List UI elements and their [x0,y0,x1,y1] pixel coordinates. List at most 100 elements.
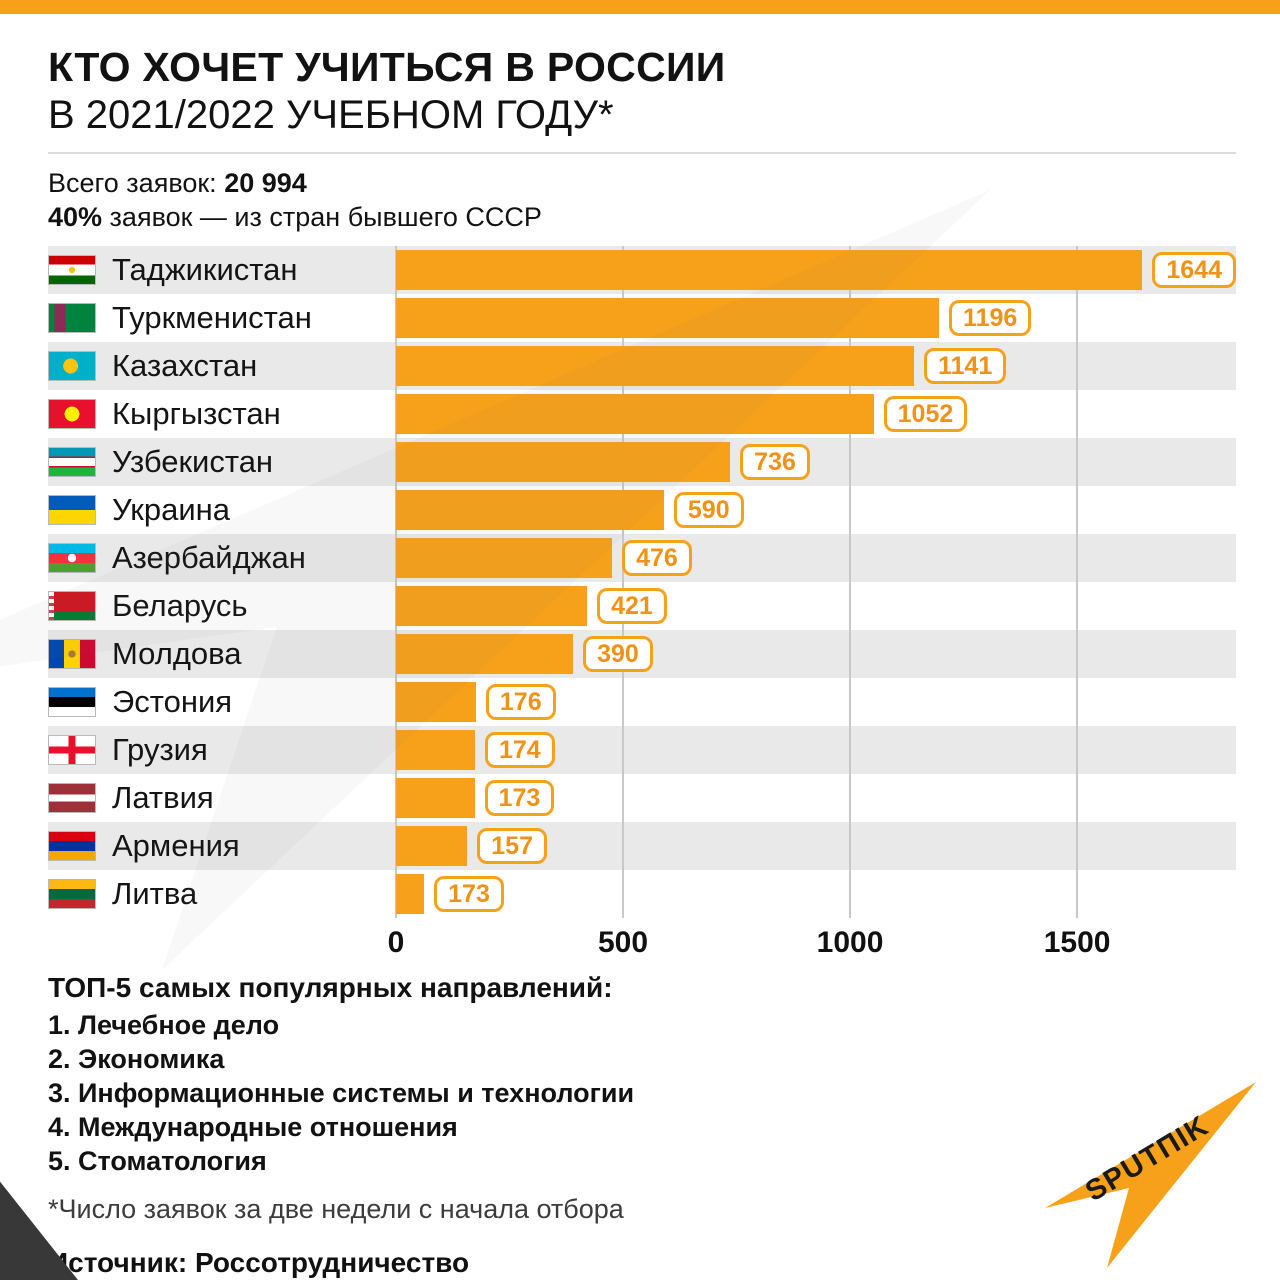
bar-zone: 173 [396,870,1236,918]
value-badge: 736 [740,444,810,480]
flag-am-icon [48,831,96,861]
divider [48,152,1236,154]
country-label: Армения [112,828,240,863]
axis-tick-label: 1000 [816,926,884,959]
country-label: Казахстан [112,348,258,383]
table-row: Туркменистан 1196 [48,294,1236,342]
bar-zone: 736 [396,438,1236,486]
top5-title: ТОП-5 самых популярных направлений: [48,972,613,1003]
bar [396,394,874,434]
flag-ua-icon [48,495,96,525]
flag-lt-icon [48,879,96,909]
table-row: Молдова 390 [48,630,1236,678]
top5-list: 1. Лечебное дело 2. Экономика 3. Информаци… [48,1008,1236,1178]
axis-tick-label: 0 [387,926,405,959]
chart-rows: Таджикистан 1644 Туркменистан 1196 Казахстан… [48,246,1236,918]
bar [396,490,664,530]
bar-zone: 590 [396,486,1236,534]
value-badge: 1196 [949,300,1032,336]
flag-az-icon [48,543,96,573]
bar-zone: 176 [396,678,1236,726]
value-badge: 1141 [924,348,1007,384]
country-label: Таджикистан [112,252,298,287]
country-label: Туркменистан [112,300,312,335]
country-label: Грузия [112,732,208,767]
stats-total-value: 20 994 [224,168,307,198]
bar [396,634,574,674]
table-row: Беларусь 421 [48,582,1236,630]
bar [396,874,425,914]
stats-share-label: заявок — из стран бывшего СССР [102,202,542,232]
country-label: Литва [112,876,198,911]
x-axis: 0 500 1000 1500 [388,918,1236,966]
stats-share: 40% заявок — из стран бывшего СССР [48,200,1236,234]
value-badge: 390 [583,636,653,672]
bar-zone: 1052 [396,390,1236,438]
value-badge: 176 [485,684,556,720]
flag-kz-icon [48,351,96,381]
sputnik-logo: SPUTПIK [1045,1082,1256,1268]
value-badge: 590 [673,492,744,528]
axis-tick-label: 1500 [1043,926,1111,959]
stats-block: Всего заявок: 20 994 40% заявок — из стр… [48,166,1236,234]
bar-zone: 390 [396,630,1236,678]
table-row: Эстония 176 [48,678,1236,726]
plot-area: Таджикистан 1644 Туркменистан 1196 Казахстан… [48,246,1236,918]
flag-uz-icon [48,447,96,477]
bar-zone: 1196 [396,294,1236,342]
table-row: Таджикистан 1644 [48,246,1236,294]
top5-item: 4. Международные отношения [48,1112,458,1142]
bar-zone: 1141 [396,342,1236,390]
value-badge: 421 [597,588,667,624]
bar-zone: 476 [396,534,1236,582]
table-row: Латвия 173 [48,774,1236,822]
table-row: Кыргызстан 1052 [48,390,1236,438]
bar-chart: Таджикистан 1644 Туркменистан 1196 Казахстан… [48,246,1236,966]
footnote: *Число заявок за две недели с начала отб… [48,1194,624,1224]
bar [396,778,475,818]
bar-zone: 421 [396,582,1236,630]
bar-zone: 1644 [396,246,1236,294]
stats-total: Всего заявок: 20 994 [48,166,1236,200]
bar [396,298,940,338]
bar [396,730,475,770]
page-subtitle: В 2021/2022 УЧЕБНОМ ГОДУ* [48,93,614,137]
top5-item: 2. Экономика [48,1044,225,1074]
flag-tm-icon [48,303,96,333]
top-accent-bar [0,0,1280,14]
bar-zone: 157 [396,822,1236,870]
bar-zone: 174 [396,726,1236,774]
content: КТО ХОЧЕТ УЧИТЬСЯ В РОССИИ В 2021/2022 У… [0,14,1280,1279]
bar [396,538,613,578]
flag-ge-icon [48,735,96,765]
flag-tj-icon [48,255,96,285]
table-row: Казахстан 1141 [48,342,1236,390]
value-badge: 476 [622,540,692,576]
country-label: Молдова [112,636,242,671]
bar [396,682,476,722]
country-label: Эстония [112,684,233,719]
source: Источник: Россотрудничество [48,1247,470,1278]
bar [396,346,915,386]
value-badge: 157 [477,828,547,864]
footer: ТОП-5 самых популярных направлений: 1. Л… [48,972,1236,1279]
value-badge: 174 [485,732,555,768]
bar [396,826,468,866]
top5-item: 5. Стоматология [48,1146,267,1176]
page-title: КТО ХОЧЕТ УЧИТЬСЯ В РОССИИ [48,44,726,90]
table-row: Грузия 174 [48,726,1236,774]
country-label: Кыргызстан [112,396,281,431]
bar [396,442,731,482]
value-badge: 173 [484,780,555,816]
flag-kg-icon [48,399,96,429]
stats-share-value: 40% [48,202,103,232]
country-label: Украина [112,492,231,527]
top5-item: 3. Информационные системы и технологии [48,1078,635,1108]
value-badge: 1052 [883,396,968,432]
table-row: Азербайджан 476 [48,534,1236,582]
country-label: Беларусь [112,588,248,623]
bar [396,586,588,626]
table-row: Узбекистан 736 [48,438,1236,486]
bar [396,250,1143,290]
